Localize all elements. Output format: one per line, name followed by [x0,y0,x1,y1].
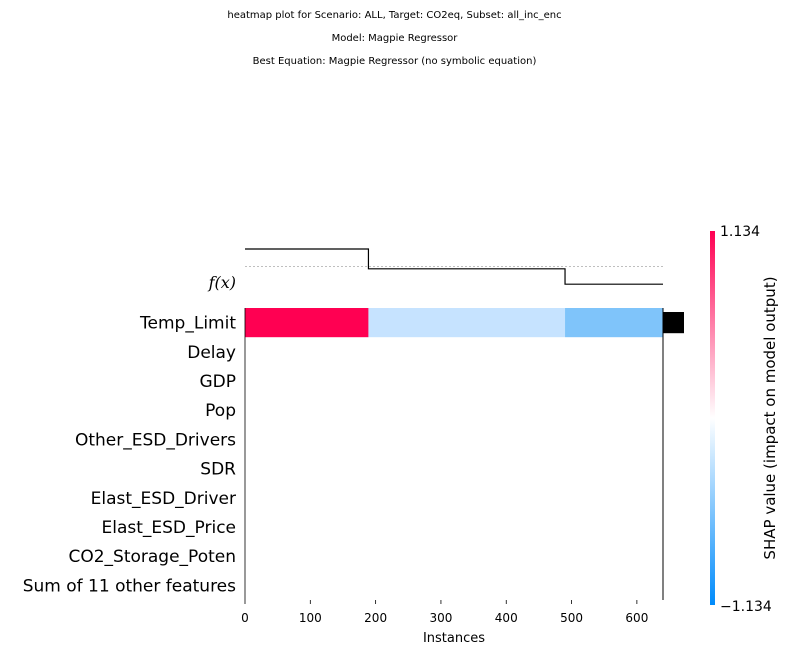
chart-title-line-1: heatmap plot for Scenario: ALL, Target: … [227,10,562,21]
chart-title-line-3: Best Equation: Magpie Regressor (no symb… [252,56,537,67]
chart-title-line-2: Model: Magpie Regressor [331,33,458,44]
colorbar-max-label: 1.134 [720,224,760,240]
x-tick-label-200: 200 [364,611,387,625]
feature-label-1: Temp_Limit [139,314,236,334]
x-tick-label-600: 600 [625,611,648,625]
feature-label-5: Other_ESD_Drivers [75,430,236,450]
x-tick-label-300: 300 [429,611,452,625]
feature-labels: Temp_Limit Delay GDP Pop Other_ESD_Drivers SD… [23,314,237,597]
feature-label-10: Sum of 11 other features [23,576,236,596]
colorbar-min-label: −1.134 [720,599,772,615]
x-tick-label-400: 400 [495,611,518,625]
fx-line [245,248,663,285]
importance-bar-1 [663,312,684,334]
feature-label-9: CO2_Storage_Poten [68,547,236,567]
fx-line-group: f(x) [208,248,663,292]
colorbar-gradient [710,231,715,605]
x-tick-label-100: 100 [299,611,322,625]
fx-label: f(x) [208,273,236,292]
x-tick-label-0: 0 [241,611,249,625]
heatmap-cell-temp-limit-1 [245,308,369,338]
heatmap-cell-temp-limit-2 [368,308,566,338]
heatmap-cell-temp-limit-3 [565,308,663,338]
heatmap-cells [245,308,663,338]
feature-label-4: Pop [205,401,236,421]
x-tick-label-500: 500 [560,611,583,625]
feature-label-2: Delay [187,343,236,363]
importance-bars [663,312,684,334]
x-axis: 0 100 200 300 400 500 600 Instances [241,308,664,646]
feature-label-8: Elast_ESD_Price [102,518,237,538]
feature-label-3: GDP [199,372,236,392]
colorbar: 1.134 −1.134 SHAP value (impact on model… [710,224,779,615]
feature-label-7: Elast_ESD_Driver [91,489,236,509]
colorbar-label: SHAP value (impact on model output) [761,276,779,559]
x-axis-label: Instances [423,631,485,646]
feature-label-6: SDR [200,460,236,480]
